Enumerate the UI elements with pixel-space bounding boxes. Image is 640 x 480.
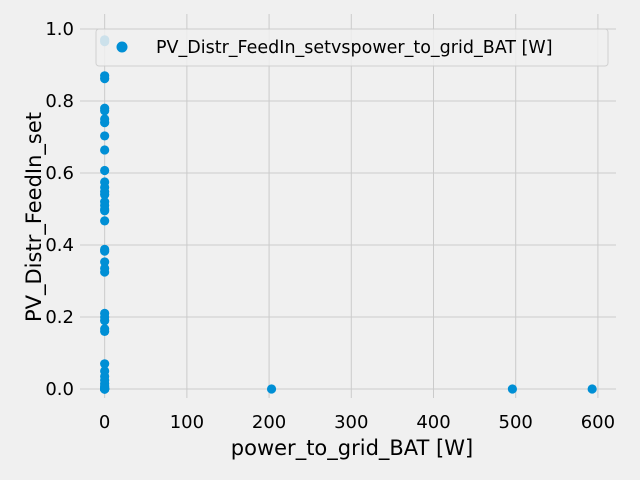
data-point (100, 216, 110, 226)
data-point (100, 190, 110, 200)
x-tick-label: 300 (334, 412, 368, 433)
legend-frame (95, 28, 609, 67)
x-tick-label: 500 (499, 412, 533, 433)
data-point (100, 359, 110, 369)
data-point (100, 206, 110, 216)
y-tick-label: 0.4 (45, 235, 74, 256)
x-axis-ticks: 0 100 200 300 400 500 600 (99, 412, 615, 433)
data-point (100, 145, 110, 155)
x-tick-label: 200 (252, 412, 286, 433)
data-point (587, 384, 597, 394)
y-tick-label: 0.0 (45, 379, 74, 400)
data-point (100, 74, 110, 84)
data-point (100, 246, 110, 256)
legend-label: PV_Distr_FeedIn_setvspower_to_grid_BAT [… (156, 38, 553, 58)
data-point (100, 267, 110, 277)
x-tick-label: 400 (416, 412, 450, 433)
legend-marker (116, 41, 128, 53)
y-tick-label: 0.2 (45, 307, 74, 328)
y-axis-label: PV_Distr_FeedIn_set (22, 112, 47, 322)
data-point (100, 165, 110, 176)
data-point (100, 384, 110, 394)
data-point (100, 106, 110, 116)
data-point (100, 316, 110, 326)
legend[interactable]: PV_Distr_FeedIn_setvspower_to_grid_BAT [… (95, 28, 609, 67)
x-tick-label: 100 (170, 412, 204, 433)
x-tick-label: 600 (581, 412, 615, 433)
x-tick-label: 0 (99, 412, 110, 433)
y-tick-label: 0.8 (45, 91, 74, 112)
data-point (100, 131, 110, 141)
data-point (266, 384, 277, 394)
data-point (507, 384, 518, 394)
data-point (100, 257, 110, 267)
data-point (100, 326, 110, 336)
y-axis-ticks: 0.0 0.2 0.4 0.6 0.8 1.0 (45, 19, 74, 400)
y-tick-label: 0.6 (45, 163, 74, 184)
data-point (100, 118, 110, 128)
x-axis-label: power_to_grid_BAT [W] (231, 436, 473, 461)
y-tick-label: 1.0 (45, 19, 74, 40)
